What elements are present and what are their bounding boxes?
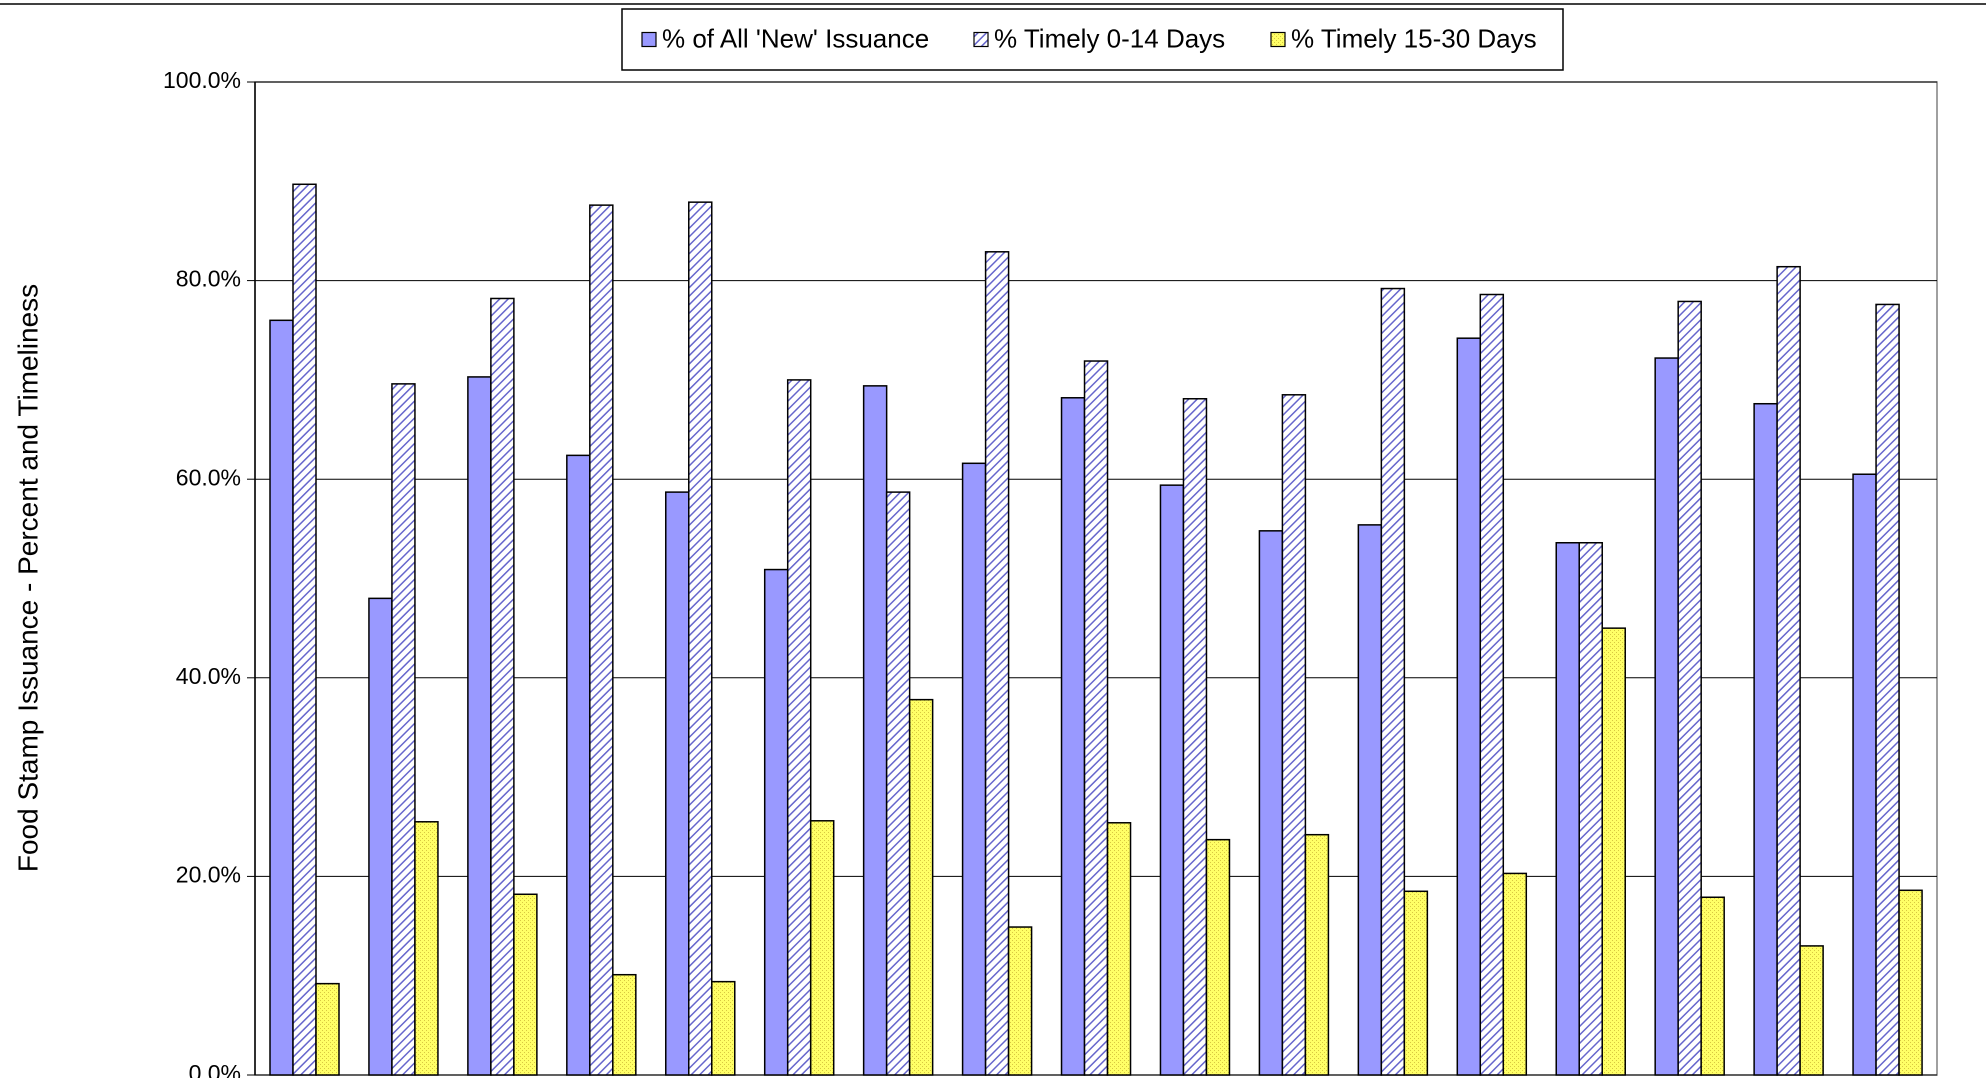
bar <box>1007 926 1033 1076</box>
bar <box>1776 265 1801 1076</box>
bar <box>1182 398 1208 1076</box>
bar <box>665 491 690 1076</box>
y-tick-label: 20.0% <box>176 861 241 887</box>
bar <box>1654 357 1679 1076</box>
legend-label: % Timely 15-30 Days <box>1291 23 1537 53</box>
bar <box>1258 530 1284 1076</box>
bar <box>1357 524 1383 1076</box>
bar <box>711 980 736 1076</box>
bar <box>467 376 492 1076</box>
bar <box>315 982 340 1076</box>
bar <box>490 297 515 1076</box>
legend-swatch <box>641 31 657 48</box>
y-tick-label: 80.0% <box>176 266 241 292</box>
bar <box>1852 473 1877 1076</box>
bar <box>1677 300 1702 1076</box>
y-tick-label: 100.0% <box>163 67 241 93</box>
bar <box>885 491 911 1076</box>
bar <box>1502 872 1528 1076</box>
bar <box>566 454 591 1076</box>
bar <box>612 973 637 1076</box>
bar <box>1898 889 1923 1076</box>
bar <box>1578 542 1603 1076</box>
bar <box>862 385 888 1076</box>
bar <box>1601 627 1626 1076</box>
legend-label: % Timely 0-14 Days <box>994 23 1225 53</box>
bar <box>1700 896 1725 1076</box>
bar <box>763 568 789 1076</box>
bar <box>1456 337 1482 1076</box>
bar <box>1159 484 1185 1076</box>
legend-swatch <box>973 31 989 48</box>
bar <box>513 893 538 1076</box>
bar <box>1875 303 1900 1076</box>
bar <box>368 597 393 1076</box>
bar <box>269 319 294 1076</box>
y-tick-label: 0.0% <box>189 1060 241 1078</box>
bar <box>414 821 439 1076</box>
bar <box>961 462 987 1076</box>
bar <box>688 201 713 1076</box>
bar <box>786 379 812 1076</box>
bar <box>1060 397 1086 1076</box>
bar <box>1555 542 1580 1076</box>
bar <box>984 251 1010 1076</box>
bar <box>1083 360 1109 1076</box>
bar <box>292 183 317 1076</box>
bar <box>1753 402 1778 1076</box>
legend-box <box>621 8 1564 71</box>
bar <box>391 383 416 1076</box>
bar <box>809 820 835 1076</box>
bar <box>589 204 614 1076</box>
bar <box>1403 890 1429 1076</box>
bar <box>1304 833 1330 1076</box>
bar <box>1106 822 1132 1076</box>
y-axis-title: Food Stamp Issuance - Percent and Timeli… <box>12 284 43 872</box>
bar <box>1799 945 1824 1076</box>
legend-swatch <box>1270 31 1286 48</box>
bar <box>1281 394 1307 1076</box>
y-tick-label: 60.0% <box>176 464 241 490</box>
bar <box>908 698 934 1076</box>
bar <box>1205 838 1231 1076</box>
y-tick-label: 40.0% <box>176 663 241 689</box>
bar <box>1479 293 1505 1076</box>
bar <box>1380 287 1406 1076</box>
legend-label: % of All 'New' Issuance <box>662 23 929 53</box>
